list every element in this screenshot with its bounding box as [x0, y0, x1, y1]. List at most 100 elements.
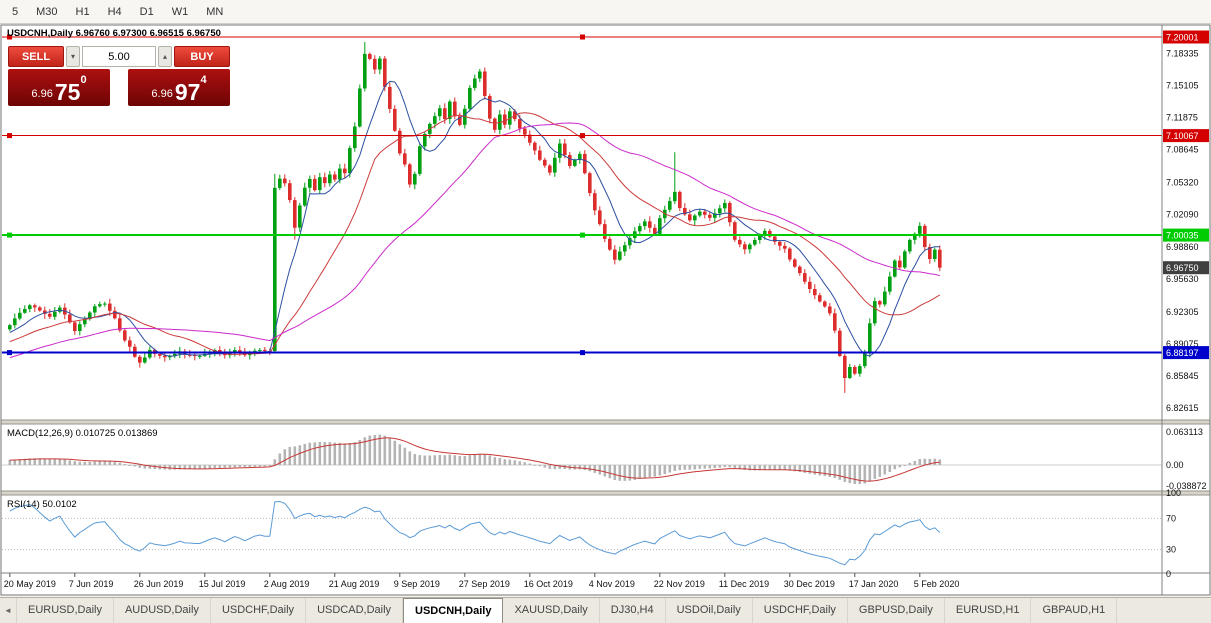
ohlc-header: USDCNH,Daily 6.96760 6.97300 6.96515 6.9…	[7, 28, 221, 39]
svg-text:0: 0	[1166, 569, 1171, 579]
sell-price-prefix: 6.96	[31, 88, 53, 100]
date-label: 16 Oct 2019	[524, 579, 573, 589]
ma-line-21	[9, 112, 941, 355]
buy-price-digits: 97	[174, 79, 201, 105]
date-label: 30 Dec 2019	[784, 579, 835, 589]
candles	[8, 42, 942, 393]
macd-indicator	[2, 434, 1162, 485]
chart-tab-eurusd-h1[interactable]: EURUSD,H1	[945, 598, 1032, 623]
date-label: 20 May 2019	[4, 579, 56, 589]
buy-button[interactable]: BUY	[174, 46, 230, 67]
timeframe-toolbar: 5 M30 H1 H4 D1 W1 MN	[0, 0, 1211, 24]
svg-text:-0.038872: -0.038872	[1166, 481, 1207, 491]
volume-input[interactable]: 5.00	[82, 46, 156, 67]
trade-panel-gap	[110, 69, 128, 106]
ma-line-8	[9, 80, 940, 357]
chart-tab-bar: ◄ EURUSD,Daily AUDUSD,Daily USDCHF,Daily USD…	[0, 597, 1211, 623]
svg-text:6.85845: 6.85845	[1166, 371, 1199, 381]
sell-price-superscript: 0	[80, 74, 87, 86]
moving-average-lines	[9, 80, 941, 359]
date-label: 11 Dec 2019	[719, 579, 769, 589]
svg-text:7.08645: 7.08645	[1166, 145, 1199, 155]
volume-decrease-button[interactable]: ▾	[66, 46, 80, 67]
panel-borders	[0, 24, 1211, 596]
buy-price-display[interactable]: 6.96 97 4	[128, 69, 230, 106]
timeframe-button-5[interactable]: 5	[12, 5, 19, 18]
sell-button[interactable]: SELL	[8, 46, 64, 67]
rsi-indicator	[2, 500, 1162, 566]
svg-text:70: 70	[1166, 513, 1176, 523]
date-label: 17 Jan 2020	[849, 579, 899, 589]
svg-text:6.96750: 6.96750	[1166, 263, 1199, 273]
trade-panel-order-row: SELL ▾ 5.00 ▴ BUY	[8, 46, 230, 67]
date-label: 4 Nov 2019	[589, 579, 635, 589]
svg-text:6.89075: 6.89075	[1166, 339, 1199, 349]
svg-text:6.98860: 6.98860	[1166, 242, 1199, 252]
date-label: 7 Jun 2019	[69, 579, 114, 589]
sell-price-display[interactable]: 6.96 75 0	[8, 69, 110, 106]
ma-line-45	[9, 122, 940, 359]
timeframe-button-d1[interactable]: D1	[139, 5, 154, 18]
chart-tab-xauusd-daily[interactable]: XAUUSD,Daily	[503, 598, 600, 623]
price-chart-canvas[interactable]: 7.18335 7.15105 7.11875 7.08645 7.05320 7.020…	[0, 24, 1211, 597]
svg-text:0.00: 0.00	[1166, 460, 1184, 470]
chart-tab-usdoil-daily[interactable]: USDOil,Daily	[666, 598, 753, 623]
tab-scroll-left-button[interactable]: ◄	[0, 598, 17, 623]
date-label: 27 Sep 2019	[459, 579, 510, 589]
one-click-trading-panel: SELL ▾ 5.00 ▴ BUY 6.96 75 0 6.96 97 4	[8, 46, 230, 106]
svg-text:30: 30	[1166, 545, 1176, 555]
chart-tab-usdchf-daily[interactable]: USDCHF,Daily	[211, 598, 307, 623]
date-label: 5 Feb 2020	[914, 579, 960, 589]
date-label: 15 Jul 2019	[199, 579, 246, 589]
chart-tab-usdcnh-daily[interactable]: USDCNH,Daily	[403, 598, 504, 623]
date-axis[interactable]: 20 May 2019 7 Jun 2019 26 Jun 2019 15 Jul 2…	[4, 573, 960, 589]
chart-background	[1, 25, 1210, 595]
chart-tab-usdcad-daily[interactable]: USDCAD,Daily	[306, 598, 404, 623]
date-label: 26 Jun 2019	[134, 579, 184, 589]
svg-text:7.18335: 7.18335	[1166, 49, 1199, 59]
date-label: 2 Aug 2019	[264, 579, 310, 589]
timeframe-button-m30[interactable]: M30	[36, 5, 58, 18]
timeframe-button-w1[interactable]: W1	[171, 5, 189, 18]
chevron-up-icon: ▴	[162, 52, 167, 61]
panel-labels: USDCNH,Daily 6.96760 6.97300 6.96515 6.9…	[7, 28, 221, 510]
chart-tab-audusd-daily[interactable]: AUDUSD,Daily	[114, 598, 211, 623]
buy-price-prefix: 6.96	[151, 88, 173, 100]
price-level-lines[interactable]	[2, 34, 1162, 356]
svg-text:6.92305: 6.92305	[1166, 307, 1199, 317]
svg-text:7.00035: 7.00035	[1166, 231, 1199, 241]
date-label: 9 Sep 2019	[394, 579, 440, 589]
svg-text:7.05320: 7.05320	[1166, 178, 1199, 188]
date-label: 22 Nov 2019	[654, 579, 705, 589]
svg-text:100: 100	[1166, 488, 1181, 498]
price-axis[interactable]: 7.18335 7.15105 7.11875 7.08645 7.05320 7.020…	[1163, 30, 1209, 580]
svg-text:6.88197: 6.88197	[1166, 348, 1199, 358]
macd-label: MACD(12,26,9) 0.010725 0.013869	[7, 428, 158, 439]
chart-tab-dj30-h4[interactable]: DJ30,H4	[600, 598, 666, 623]
rsi-line	[9, 500, 941, 566]
chart-tab-eurusd-daily[interactable]: EURUSD,Daily	[17, 598, 114, 623]
chevron-down-icon: ▾	[70, 52, 75, 61]
svg-text:7.11875: 7.11875	[1166, 113, 1198, 123]
svg-text:6.95630: 6.95630	[1166, 274, 1199, 284]
chart-tab-gbpusd-daily[interactable]: GBPUSD,Daily	[848, 598, 945, 623]
date-label: 21 Aug 2019	[329, 579, 380, 589]
trade-panel-price-row: 6.96 75 0 6.96 97 4	[8, 69, 230, 106]
volume-increase-button[interactable]: ▴	[158, 46, 172, 67]
svg-text:6.82615: 6.82615	[1166, 403, 1199, 413]
timeframe-button-h4[interactable]: H4	[107, 5, 122, 18]
macd-signal-line	[9, 437, 940, 482]
svg-text:7.10067: 7.10067	[1166, 131, 1199, 141]
buy-price-superscript: 4	[200, 74, 207, 86]
rsi-label: RSI(14) 50.0102	[7, 499, 77, 510]
timeframe-button-mn[interactable]: MN	[206, 5, 224, 18]
timeframe-button-h1[interactable]: H1	[75, 5, 90, 18]
svg-text:7.20001: 7.20001	[1166, 33, 1199, 43]
chart-tab-gbpaud-h1[interactable]: GBPAUD,H1	[1031, 598, 1118, 623]
svg-text:7.02090: 7.02090	[1166, 210, 1199, 220]
chart-tab-usdchf-daily[interactable]: USDCHF,Daily	[753, 598, 848, 623]
sell-price-digits: 75	[54, 79, 81, 105]
svg-text:0.063113: 0.063113	[1166, 427, 1203, 437]
svg-text:7.15105: 7.15105	[1166, 81, 1199, 91]
